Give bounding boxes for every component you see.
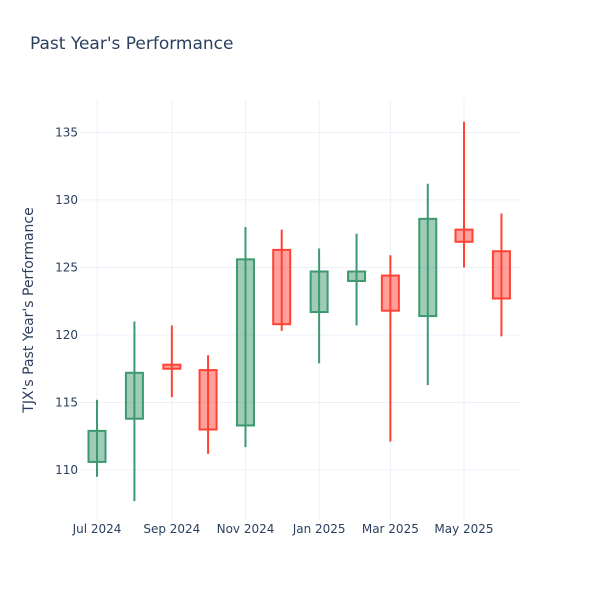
candle-body: [309, 270, 329, 314]
candle-body: [87, 429, 107, 463]
y-axis-title: TJX's Past Year's Performance: [21, 207, 37, 413]
candle-body: [418, 217, 438, 318]
y-tick-label: 130: [55, 193, 78, 207]
candle-body: [235, 258, 255, 427]
y-tick-label: 125: [55, 260, 78, 274]
candle: [162, 325, 182, 398]
x-tick-label: May 2025: [434, 522, 493, 536]
candle: [309, 248, 329, 364]
candle-body: [491, 250, 511, 300]
candle-body: [454, 228, 474, 243]
candle: [491, 213, 511, 337]
y-axis: 110 115 120 125 130 135: [55, 125, 78, 477]
candle-body: [124, 371, 144, 420]
x-axis: Jul 2024 Sep 2024 Nov 2024 Jan 2025 Mar 2025…: [72, 522, 494, 536]
candle: [124, 321, 144, 502]
chart-title: Past Year's Performance: [30, 34, 234, 54]
candle: [235, 226, 255, 448]
candle-body: [347, 270, 367, 282]
candle: [198, 355, 218, 454]
y-tick-label: 110: [55, 463, 78, 477]
x-tick-label: Nov 2024: [217, 522, 275, 536]
y-tick-label: 115: [55, 396, 78, 410]
grid-layer: [80, 100, 520, 520]
y-tick-label: 135: [55, 125, 78, 139]
candle: [87, 399, 107, 477]
candle: [454, 121, 474, 268]
candle: [347, 233, 367, 326]
candle: [272, 229, 292, 331]
candle: [418, 183, 438, 385]
x-tick-label: Sep 2024: [143, 522, 200, 536]
y-tick-label: 120: [55, 328, 78, 342]
x-tick-label: Jul 2024: [72, 522, 122, 536]
candle-body: [380, 274, 400, 312]
x-tick-label: Mar 2025: [362, 522, 419, 536]
candle-body: [272, 248, 292, 326]
candle-layer: [87, 121, 511, 502]
candle: [380, 255, 400, 442]
x-tick-label: Jan 2025: [292, 522, 346, 536]
candle-body: [198, 369, 218, 431]
candle-body: [162, 363, 182, 370]
